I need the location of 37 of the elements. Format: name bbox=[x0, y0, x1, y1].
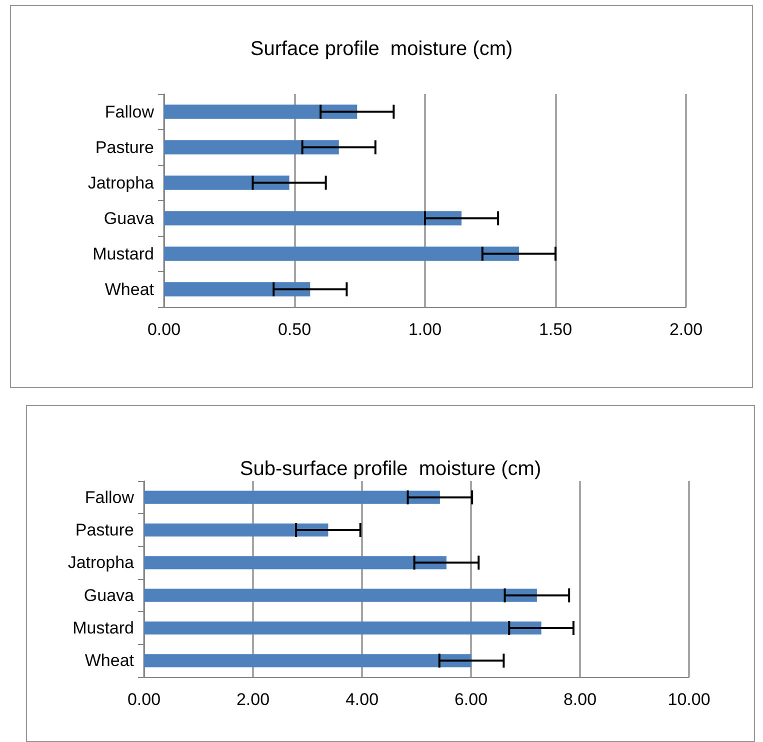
y-tick-label: Jatropha bbox=[88, 173, 155, 192]
bar bbox=[144, 523, 328, 537]
y-tick-label: Mustard bbox=[72, 618, 134, 638]
y-tick-label: Fallow bbox=[104, 102, 155, 122]
y-tick-label: Guava bbox=[84, 586, 135, 605]
y-tick-label: Fallow bbox=[84, 488, 135, 507]
y-tick-label: Mustard bbox=[92, 244, 154, 264]
bar bbox=[164, 282, 310, 296]
x-tick-label: 0.50 bbox=[278, 320, 312, 339]
chart-title: Surface profile moisture (cm) bbox=[250, 38, 513, 60]
y-tick-label: Pasture bbox=[75, 520, 134, 540]
bar bbox=[144, 588, 537, 602]
x-tick-label: 0.00 bbox=[147, 320, 181, 339]
x-tick-label: 2.00 bbox=[236, 690, 270, 709]
y-tick-label: Wheat bbox=[104, 280, 154, 299]
x-tick-label: 1.50 bbox=[538, 320, 572, 339]
bar bbox=[144, 654, 472, 668]
bar bbox=[164, 176, 290, 190]
x-tick-label: 4.00 bbox=[345, 690, 379, 709]
x-tick-label: 6.00 bbox=[454, 690, 488, 709]
x-tick-label: 1.00 bbox=[408, 320, 442, 339]
y-tick-label: Pasture bbox=[95, 138, 154, 157]
bar bbox=[164, 246, 519, 261]
bar bbox=[164, 140, 339, 154]
bar bbox=[144, 490, 440, 504]
y-tick-label: Wheat bbox=[84, 651, 134, 670]
y-tick-label: Guava bbox=[104, 208, 155, 228]
y-tick-label: Jatropha bbox=[68, 553, 135, 572]
bar bbox=[144, 556, 446, 570]
x-tick-label: 10.00 bbox=[668, 690, 710, 709]
bar bbox=[164, 211, 462, 226]
bar bbox=[144, 621, 542, 635]
bar bbox=[164, 104, 358, 119]
x-tick-label: 0.00 bbox=[127, 690, 161, 709]
x-tick-label: 8.00 bbox=[563, 690, 597, 709]
chart-title: Sub-surface profile moisture (cm) bbox=[240, 458, 542, 480]
x-tick-label: 2.00 bbox=[669, 320, 703, 339]
